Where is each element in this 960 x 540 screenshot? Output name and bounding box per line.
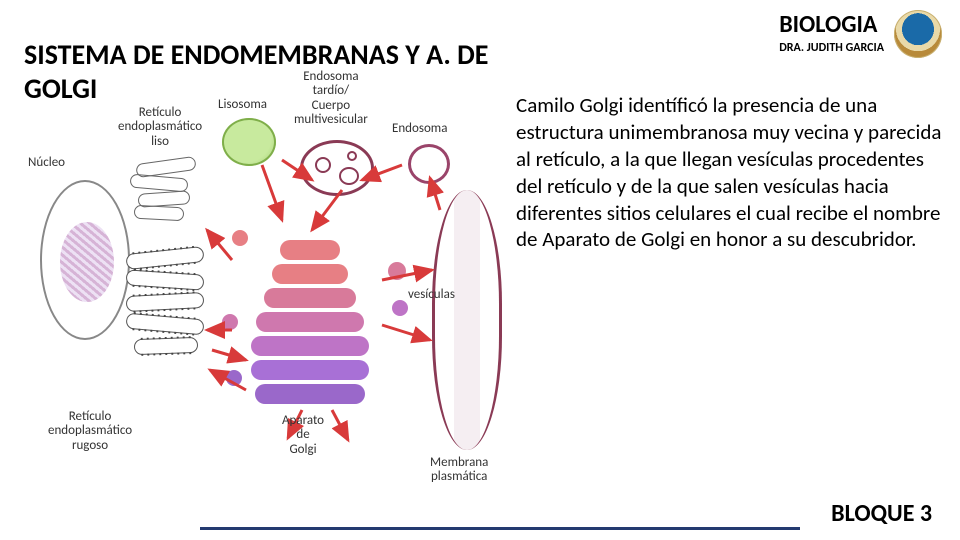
footer-block: BLOQUE 3 bbox=[831, 499, 932, 528]
label-endosoma-tardio: Endosoma tardío/ Cuerpo multivesicular bbox=[294, 70, 368, 127]
footer-divider bbox=[200, 527, 800, 530]
endomembrane-diagram: Núcleo Retículo endoplasmático liso Liso… bbox=[32, 70, 512, 490]
label-rer: Retículo endoplasmático rugoso bbox=[48, 410, 132, 453]
author-name: DRA. JUDITH GARCIA bbox=[779, 41, 884, 55]
label-endosoma: Endosoma bbox=[392, 122, 447, 136]
label-lisosoma: Lisosoma bbox=[218, 98, 267, 112]
label-membrana: Membrana plasmática bbox=[430, 456, 488, 485]
label-nucleo: Núcleo bbox=[28, 156, 65, 170]
label-golgi: Aparato de Golgi bbox=[282, 414, 324, 457]
label-rel: Retículo endoplasmático liso bbox=[118, 106, 202, 149]
body-paragraph: Camilo Golgi identíficó la presencia de … bbox=[516, 92, 950, 253]
crest-icon bbox=[894, 10, 942, 58]
label-vesiculas: vesículas bbox=[408, 288, 455, 302]
subject-title: BIOLOGIA bbox=[779, 10, 877, 39]
